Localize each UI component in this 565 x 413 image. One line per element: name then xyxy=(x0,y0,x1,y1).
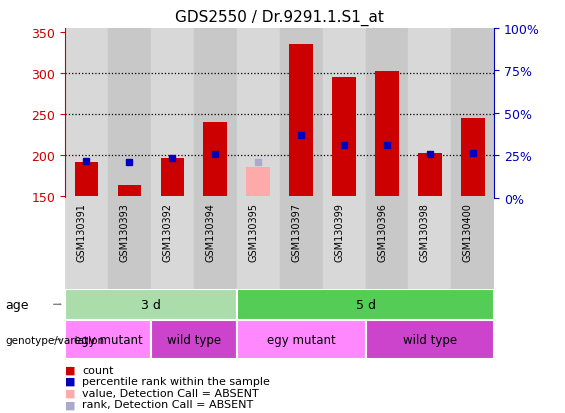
Bar xyxy=(280,198,323,289)
Text: rank, Detection Call = ABSENT: rank, Detection Call = ABSENT xyxy=(82,399,253,409)
Bar xyxy=(375,71,399,197)
Text: value, Detection Call = ABSENT: value, Detection Call = ABSENT xyxy=(82,388,259,398)
Text: GSM130393: GSM130393 xyxy=(119,203,129,261)
Bar xyxy=(108,198,151,289)
Bar xyxy=(366,198,408,289)
Bar xyxy=(451,198,494,289)
Bar xyxy=(366,29,408,198)
Bar xyxy=(451,29,494,198)
Text: wild type: wild type xyxy=(403,333,457,346)
Text: GSM130391: GSM130391 xyxy=(76,203,86,261)
Bar xyxy=(118,186,141,197)
Text: ■: ■ xyxy=(65,376,76,386)
Text: GSM130400: GSM130400 xyxy=(463,203,473,261)
Bar xyxy=(203,123,227,197)
Bar xyxy=(237,198,280,289)
Bar xyxy=(151,29,194,198)
Text: GSM130395: GSM130395 xyxy=(248,203,258,262)
Text: wild type: wild type xyxy=(167,333,221,346)
Bar xyxy=(194,29,237,198)
Text: count: count xyxy=(82,365,114,375)
Bar xyxy=(65,289,237,320)
Bar xyxy=(418,154,442,197)
Text: ■: ■ xyxy=(65,365,76,375)
Bar xyxy=(151,198,194,289)
Text: 3 d: 3 d xyxy=(141,298,161,311)
Bar xyxy=(65,29,108,198)
Bar xyxy=(323,198,366,289)
Text: GSM130398: GSM130398 xyxy=(420,203,430,261)
Bar xyxy=(332,78,356,197)
Text: egy mutant: egy mutant xyxy=(267,333,336,346)
Bar xyxy=(194,198,237,289)
Bar xyxy=(323,29,366,198)
Text: genotype/variation: genotype/variation xyxy=(6,335,105,345)
Bar xyxy=(237,320,366,359)
Bar xyxy=(461,119,485,197)
Text: GSM130396: GSM130396 xyxy=(377,203,387,261)
Bar xyxy=(289,45,313,197)
Title: GDS2550 / Dr.9291.1.S1_at: GDS2550 / Dr.9291.1.S1_at xyxy=(175,10,384,26)
Bar xyxy=(160,158,184,197)
Bar xyxy=(151,320,237,359)
Text: ■: ■ xyxy=(65,388,76,398)
Text: GSM130392: GSM130392 xyxy=(162,203,172,262)
Text: 5 d: 5 d xyxy=(355,298,376,311)
Bar xyxy=(65,198,108,289)
Text: GSM130399: GSM130399 xyxy=(334,203,344,261)
Bar xyxy=(408,198,451,289)
Text: GSM130394: GSM130394 xyxy=(205,203,215,261)
Bar xyxy=(75,162,98,197)
Bar xyxy=(408,29,451,198)
Text: GSM130397: GSM130397 xyxy=(291,203,301,262)
Bar xyxy=(65,320,151,359)
Bar xyxy=(366,320,494,359)
Text: ■: ■ xyxy=(65,399,76,409)
Text: age: age xyxy=(6,298,29,311)
Text: percentile rank within the sample: percentile rank within the sample xyxy=(82,376,270,386)
Text: egy mutant: egy mutant xyxy=(73,333,142,346)
Bar xyxy=(246,167,270,197)
Bar xyxy=(237,29,280,198)
Bar xyxy=(108,29,151,198)
Bar xyxy=(237,289,494,320)
Bar xyxy=(280,29,323,198)
